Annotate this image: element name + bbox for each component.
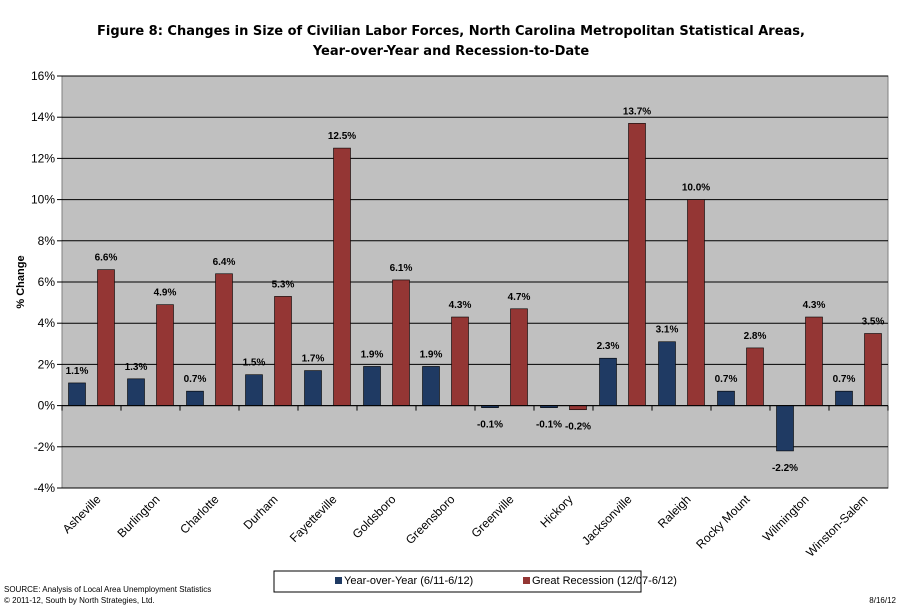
chart-title-line2: Year-over-Year and Recession-to-Date (312, 44, 590, 59)
source-line1: SOURCE: Analysis of Local Area Unemploym… (4, 585, 211, 594)
bar-great-recession (392, 279, 410, 406)
data-label-great-recession: 2.8% (744, 331, 767, 342)
bar-great-recession (569, 405, 587, 411)
data-label-year-over-year: 1.7% (302, 354, 325, 365)
category-label: Fayetteville (287, 492, 340, 545)
bar-great-recession (97, 269, 115, 406)
source-line2: © 2011-12, South by North Strategies, Lt… (4, 596, 155, 605)
data-label-great-recession: 5.3% (272, 279, 295, 290)
category-label: Burlington (115, 492, 163, 540)
bar-great-recession (215, 273, 233, 406)
category-label: Raleigh (655, 492, 694, 531)
category-label: Rocky Mount (693, 492, 753, 552)
y-tick-label: 6% (38, 275, 56, 289)
bar-great-recession (864, 333, 882, 406)
data-label-great-recession: 6.4% (213, 257, 236, 268)
data-label-great-recession: 12.5% (328, 131, 356, 142)
y-tick-label: 2% (38, 357, 56, 371)
bar-year-over-year (835, 390, 853, 406)
y-tick-label: 14% (31, 110, 55, 124)
legend-label-great-recession: Great Recession (12/07-6/12) (532, 575, 677, 587)
bar-year-over-year (776, 405, 794, 452)
category-label: Charlotte (177, 492, 222, 537)
legend-label-year-over-year: Year-over-Year (6/11-6/12) (344, 575, 473, 587)
data-label-great-recession: 13.7% (623, 106, 651, 117)
data-label-year-over-year: -0.1% (536, 420, 562, 431)
category-label: Jacksonville (579, 492, 635, 548)
bars (62, 123, 888, 452)
data-label-great-recession: 10.0% (682, 183, 710, 194)
data-label-year-over-year: 1.1% (66, 366, 89, 377)
category-label: Durham (241, 492, 281, 532)
data-label-great-recession: 4.7% (508, 292, 531, 303)
data-label-year-over-year: 0.7% (715, 374, 738, 385)
data-label-great-recession: 4.3% (449, 300, 472, 311)
bar-year-over-year (422, 366, 440, 406)
category-label: Greenville (469, 492, 517, 540)
bar-great-recession (156, 304, 174, 406)
legend-box (273, 570, 642, 593)
category-label: Hickory (537, 492, 575, 530)
gridlines (62, 75, 888, 489)
data-label-year-over-year: 1.9% (361, 349, 384, 360)
category-label: Winston-Salem (803, 492, 870, 559)
bar-year-over-year (304, 370, 322, 406)
bar-great-recession (510, 308, 528, 406)
data-label-great-recession: 3.5% (862, 317, 885, 328)
data-label-year-over-year: 2.3% (597, 341, 620, 352)
data-label-year-over-year: 0.7% (184, 374, 207, 385)
footer-date: 8/16/12 (869, 596, 896, 605)
bar-year-over-year (658, 341, 676, 406)
y-tick-label: 10% (31, 193, 55, 207)
data-labels: 1.1% 1.3% 0.7% 1.5% 1.7% 1.9% 1.9% -0.1% -0.1% 2.… (66, 106, 885, 474)
y-tick-label: 16% (31, 69, 55, 83)
bar-great-recession (687, 199, 705, 406)
data-label-year-over-year: -0.1% (477, 420, 503, 431)
bar-year-over-year (186, 390, 204, 406)
bar-year-over-year (363, 366, 381, 406)
data-label-year-over-year: 0.7% (833, 374, 856, 385)
category-label: Goldsboro (350, 492, 399, 541)
data-label-year-over-year: 1.3% (125, 362, 148, 373)
data-label-year-over-year: 1.9% (420, 349, 443, 360)
data-label-year-over-year: -2.2% (772, 463, 798, 474)
bar-great-recession (628, 123, 646, 406)
data-label-great-recession: 6.1% (390, 263, 413, 274)
data-label-great-recession: 4.3% (803, 300, 826, 311)
category-label: Wilmington (760, 492, 812, 544)
y-axis-ticks: -4% -2% 0% 2% 4% 6% 8% 10% 12% 14% 16% (31, 69, 889, 495)
category-label: Asheville (60, 492, 104, 536)
data-label-year-over-year: 1.5% (243, 358, 266, 369)
bar-great-recession (805, 316, 823, 406)
chart-title-line1: Figure 8: Changes in Size of Civilian La… (97, 24, 805, 39)
y-tick-label: -2% (34, 440, 56, 454)
bar-great-recession (451, 316, 469, 406)
data-label-year-over-year: 3.1% (656, 325, 679, 336)
legend: Year-over-Year (6/11-6/12) Great Recessi… (273, 570, 677, 593)
category-labels: Asheville Burlington Charlotte Durham Fayett… (60, 492, 871, 560)
y-tick-label: 8% (38, 234, 56, 248)
legend-swatch-great-recession (523, 577, 530, 584)
y-tick-label: -4% (34, 481, 56, 495)
category-label: Greensboro (403, 492, 458, 547)
bar-year-over-year (717, 390, 735, 406)
y-tick-label: 0% (38, 399, 56, 413)
legend-swatch-year-over-year (335, 577, 342, 584)
y-tick-label: 4% (38, 316, 56, 330)
bar-year-over-year (599, 357, 617, 406)
data-label-great-recession: -0.2% (565, 422, 591, 433)
bar-great-recession (274, 296, 292, 406)
data-label-great-recession: 6.6% (95, 253, 118, 264)
y-tick-label: 12% (31, 151, 55, 165)
bar-year-over-year (68, 382, 86, 406)
bar-great-recession (746, 347, 764, 406)
data-label-great-recession: 4.9% (154, 288, 177, 299)
bar-year-over-year (127, 378, 145, 406)
bar-great-recession (333, 147, 351, 406)
bar-year-over-year (245, 374, 263, 406)
y-axis-label: % Change (15, 255, 27, 308)
